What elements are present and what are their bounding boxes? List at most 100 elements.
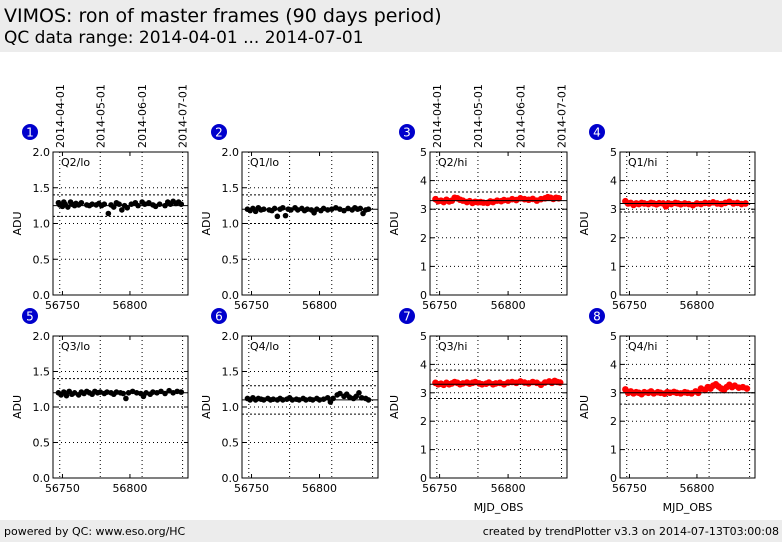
x-tick-label: 56800: [679, 299, 714, 312]
chart-panel-8: 0 1 2 3 4 5 56750 56800 ADU MJD_OBS Q4/hi 8: [578, 308, 756, 514]
data-point: [78, 199, 85, 206]
panel-number: 3: [403, 126, 411, 140]
y-tick-label: 2: [610, 415, 617, 428]
data-point: [178, 201, 185, 207]
data-point: [116, 201, 122, 207]
top-date-label: 2014-07-01: [177, 84, 190, 148]
panel-number-badge: [211, 308, 227, 324]
y-tick-label: 3: [420, 387, 427, 400]
y-tick-label: 4: [420, 175, 427, 188]
panel-label: Q4/hi: [628, 340, 657, 353]
data-point: [282, 212, 289, 219]
y-axis-label: ADU: [578, 395, 591, 419]
y-tick-label: 5: [420, 146, 427, 159]
data-point: [123, 395, 129, 402]
y-tick-label: 5: [610, 146, 617, 159]
plot-frame: [619, 335, 756, 479]
data-point: [120, 390, 126, 397]
y-tick-label: 1: [610, 444, 617, 457]
top-date-label: 2014-04-01: [54, 84, 67, 148]
y-tick-label: 0.5: [222, 437, 240, 450]
y-tick-label: 1.0: [33, 401, 51, 414]
top-date-label: 2014-04-01: [431, 84, 444, 148]
x-tick-label: 56800: [112, 482, 147, 495]
data-point: [274, 213, 281, 220]
data-point: [555, 195, 563, 202]
x-tick-label: 56750: [422, 482, 457, 495]
y-tick-label: 1: [420, 260, 427, 273]
y-tick-label: 0: [610, 472, 617, 485]
data-point: [356, 390, 362, 396]
page-subtitle: QC data range: 2014-04-01 ... 2014-07-01: [4, 28, 364, 48]
x-tick-label: 56800: [679, 482, 714, 495]
y-tick-label: 0.0: [222, 289, 240, 302]
y-tick-label: 1.5: [33, 366, 51, 379]
y-tick-label: 1.0: [222, 401, 240, 414]
data-point: [124, 204, 131, 211]
panel-label: Q2/hi: [438, 156, 467, 169]
data-point: [357, 205, 364, 212]
y-tick-label: 0.0: [33, 472, 51, 485]
x-tick-label: 56750: [234, 299, 269, 312]
data-point: [63, 392, 70, 399]
chart-panel-1: 0.0 0.5 1.0 1.5 2.0 56750 56800 ADU Q2/lo 1 2014-0…: [11, 84, 190, 312]
y-axis-label: ADU: [388, 211, 401, 235]
panel-label: Q4/lo: [250, 340, 279, 353]
y-tick-label: 0.5: [33, 437, 51, 450]
y-tick-label: 5: [420, 330, 427, 343]
y-axis-label: ADU: [11, 395, 24, 419]
y-tick-label: 1.5: [222, 182, 240, 195]
y-tick-label: 2.0: [222, 330, 240, 343]
footer-created-by: created by trendPlotter v3.3 on 2014-07-…: [482, 525, 779, 538]
data-point: [280, 204, 286, 211]
chart-panel-2: 0.0 0.5 1.0 1.5 2.0 56750 56800 ADU Q1/lo 2: [200, 124, 379, 312]
chart-panel-3: 0 1 2 3 4 5 56750 56800 ADU Q2/hi 3 2014-04-01 2014-…: [388, 84, 569, 312]
y-axis-label: ADU: [578, 211, 591, 235]
chart-panel-6: 0.0 0.5 1.0 1.5 2.0 56750 56800 ADU Q4/lo 6: [200, 308, 379, 495]
y-tick-label: 0.5: [222, 253, 240, 266]
y-tick-label: 2: [420, 232, 427, 245]
y-tick-label: 0: [610, 289, 617, 302]
panel-number: 6: [215, 310, 223, 324]
y-tick-label: 5: [610, 330, 617, 343]
page-footer: powered by QC: www.eso.org/HC created by…: [0, 520, 782, 542]
panel-number: 8: [593, 310, 601, 324]
y-tick-label: 0: [420, 289, 427, 302]
y-tick-label: 3: [420, 203, 427, 216]
data-point: [556, 379, 564, 386]
plot-frame: [429, 335, 568, 479]
panel-number-badge: [22, 124, 38, 140]
data-point: [337, 390, 343, 397]
plot-frame: [429, 151, 568, 296]
x-tick-label: 56750: [45, 482, 80, 495]
panel-number: 5: [26, 310, 34, 324]
page-title: VIMOS: ron of master frames (90 days per…: [4, 5, 442, 27]
y-tick-label: 4: [610, 358, 617, 371]
y-tick-label: 2.0: [33, 146, 51, 159]
x-axis-label: MJD_OBS: [663, 501, 713, 514]
data-point: [162, 390, 168, 397]
panel-number-badge: [399, 124, 415, 140]
y-tick-label: 1.5: [33, 182, 51, 195]
data-point: [743, 385, 751, 392]
x-tick-label: 56750: [45, 299, 80, 312]
panel-number-badge: [211, 124, 227, 140]
panel-number-badge: [589, 124, 605, 140]
y-tick-label: 1.0: [222, 218, 240, 231]
data-point: [119, 207, 125, 213]
y-tick-label: 1: [610, 260, 617, 273]
data-point: [105, 210, 112, 217]
top-date-label: 2014-06-01: [514, 84, 527, 148]
y-tick-label: 1.0: [33, 218, 51, 231]
top-date-label: 2014-06-01: [136, 84, 149, 148]
x-tick-label: 56750: [612, 482, 647, 495]
y-tick-label: 4: [610, 175, 617, 188]
x-tick-label: 56750: [422, 299, 457, 312]
y-tick-label: 0.5: [33, 253, 51, 266]
x-tick-label: 56800: [491, 482, 526, 495]
footer-powered-by[interactable]: powered by QC: www.eso.org/HC: [4, 525, 186, 538]
top-date-label: 2014-05-01: [472, 84, 485, 148]
y-tick-label: 0.0: [222, 472, 240, 485]
panel-number: 1: [26, 126, 34, 140]
